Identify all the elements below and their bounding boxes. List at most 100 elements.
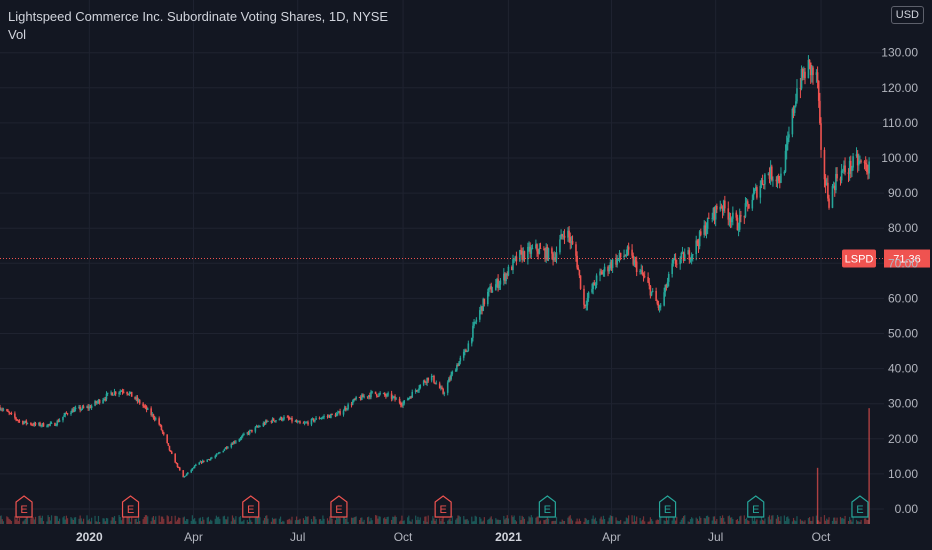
volume-bar	[752, 520, 755, 524]
price-axis[interactable]: 0.00 10.00 20.00 30.00 40.00 50.00 60.00 70.00 8…	[881, 46, 918, 516]
candle-body	[47, 424, 49, 427]
candle-body	[603, 266, 606, 272]
candle-body	[353, 399, 355, 402]
volume-bar	[206, 517, 208, 524]
volume-bar	[569, 515, 571, 524]
candle-body	[206, 459, 209, 462]
earnings-marker[interactable]: E	[330, 495, 348, 518]
candle-body	[227, 447, 229, 449]
volume-bar	[15, 519, 17, 524]
candle-body	[491, 290, 494, 293]
volume-bar	[34, 516, 37, 524]
volume-bar	[0, 515, 2, 524]
volume-bar	[795, 521, 797, 524]
candle-body	[555, 252, 558, 260]
volume-bar	[842, 517, 844, 524]
y-tick-label: 0.00	[895, 502, 919, 516]
earnings-marker[interactable]: E	[121, 495, 140, 518]
volume-bar	[226, 519, 228, 524]
volume-bar	[7, 517, 9, 524]
candle-body	[764, 174, 766, 185]
candle-body	[102, 399, 104, 404]
candle-body	[288, 418, 291, 420]
candle-body	[728, 218, 731, 220]
candle-body	[831, 186, 834, 208]
volume-bar	[14, 516, 16, 524]
volume-bar	[271, 517, 274, 524]
volume-bar	[82, 518, 85, 524]
volume-bar	[807, 518, 810, 524]
volume-bar	[490, 516, 492, 524]
volume-bar	[811, 520, 813, 524]
candle-body	[410, 396, 412, 398]
candle-body	[457, 364, 459, 366]
candle-body	[843, 165, 845, 171]
candle-body	[217, 452, 220, 454]
candle-body	[633, 260, 636, 265]
volume-label[interactable]: Vol	[8, 27, 27, 42]
candle-body	[354, 399, 356, 400]
earnings-marker[interactable]: E	[658, 495, 677, 518]
volume-bar	[235, 516, 237, 524]
earnings-marker[interactable]: E	[434, 495, 452, 518]
candle-body	[345, 407, 347, 410]
candle-body	[0, 409, 2, 411]
volume-bar	[400, 520, 402, 524]
volume-bar	[294, 520, 297, 524]
volume-bar	[439, 518, 441, 524]
candle-body	[200, 461, 203, 463]
candle-body	[465, 350, 467, 353]
candle-body	[665, 284, 668, 288]
currency-button[interactable]: USD	[890, 6, 924, 24]
volume-bar	[608, 517, 610, 524]
candle-body	[106, 392, 109, 394]
volume-bar	[712, 516, 714, 524]
volume-bar	[812, 516, 814, 524]
candle-body	[819, 100, 821, 124]
candle-body	[402, 403, 404, 406]
candle-body	[730, 218, 733, 223]
volume-bar	[363, 519, 365, 524]
candle-body	[15, 417, 17, 420]
earnings-marker[interactable]: E	[538, 495, 556, 518]
candle-body	[863, 161, 866, 164]
volume-bar	[370, 517, 372, 524]
candle-body	[304, 422, 307, 424]
volume-bar	[618, 521, 621, 524]
candle-body	[624, 255, 627, 257]
volume-bar	[383, 518, 385, 524]
candle-body	[128, 392, 131, 395]
volume-bar	[723, 517, 725, 524]
volume-bar	[650, 519, 653, 524]
candle-body	[666, 281, 669, 288]
candle-body	[607, 266, 609, 272]
earnings-marker[interactable]: E	[747, 495, 765, 518]
symbol-title[interactable]: Lightspeed Commerce Inc. Subordinate Vot…	[8, 9, 389, 24]
volume-bar	[168, 521, 171, 524]
candle-body	[545, 246, 548, 259]
earnings-marker[interactable]: E	[15, 495, 33, 518]
candle-body	[142, 403, 144, 407]
candle-body	[377, 396, 379, 398]
volume-bar	[345, 518, 347, 524]
volume-bar	[337, 518, 339, 524]
earnings-marker[interactable]: E	[851, 495, 869, 518]
volume-bar	[624, 521, 626, 524]
candle-body	[16, 419, 18, 421]
volume-bar	[17, 520, 19, 524]
earnings-marker[interactable]: E	[242, 495, 260, 518]
candle-body	[627, 246, 630, 250]
volume-bar	[472, 521, 474, 524]
candle-body	[799, 88, 802, 90]
candle-body	[832, 185, 835, 187]
volume-bar	[808, 517, 811, 524]
candle-body	[175, 462, 178, 464]
volume-bar	[495, 518, 497, 524]
candle-body	[711, 218, 714, 220]
time-axis[interactable]: 2020 Apr Jul Oct 2021 Apr Jul Oct	[76, 530, 831, 544]
y-tick-label: 100.00	[881, 151, 918, 165]
candle-body	[263, 423, 266, 425]
candle-body	[719, 206, 722, 210]
